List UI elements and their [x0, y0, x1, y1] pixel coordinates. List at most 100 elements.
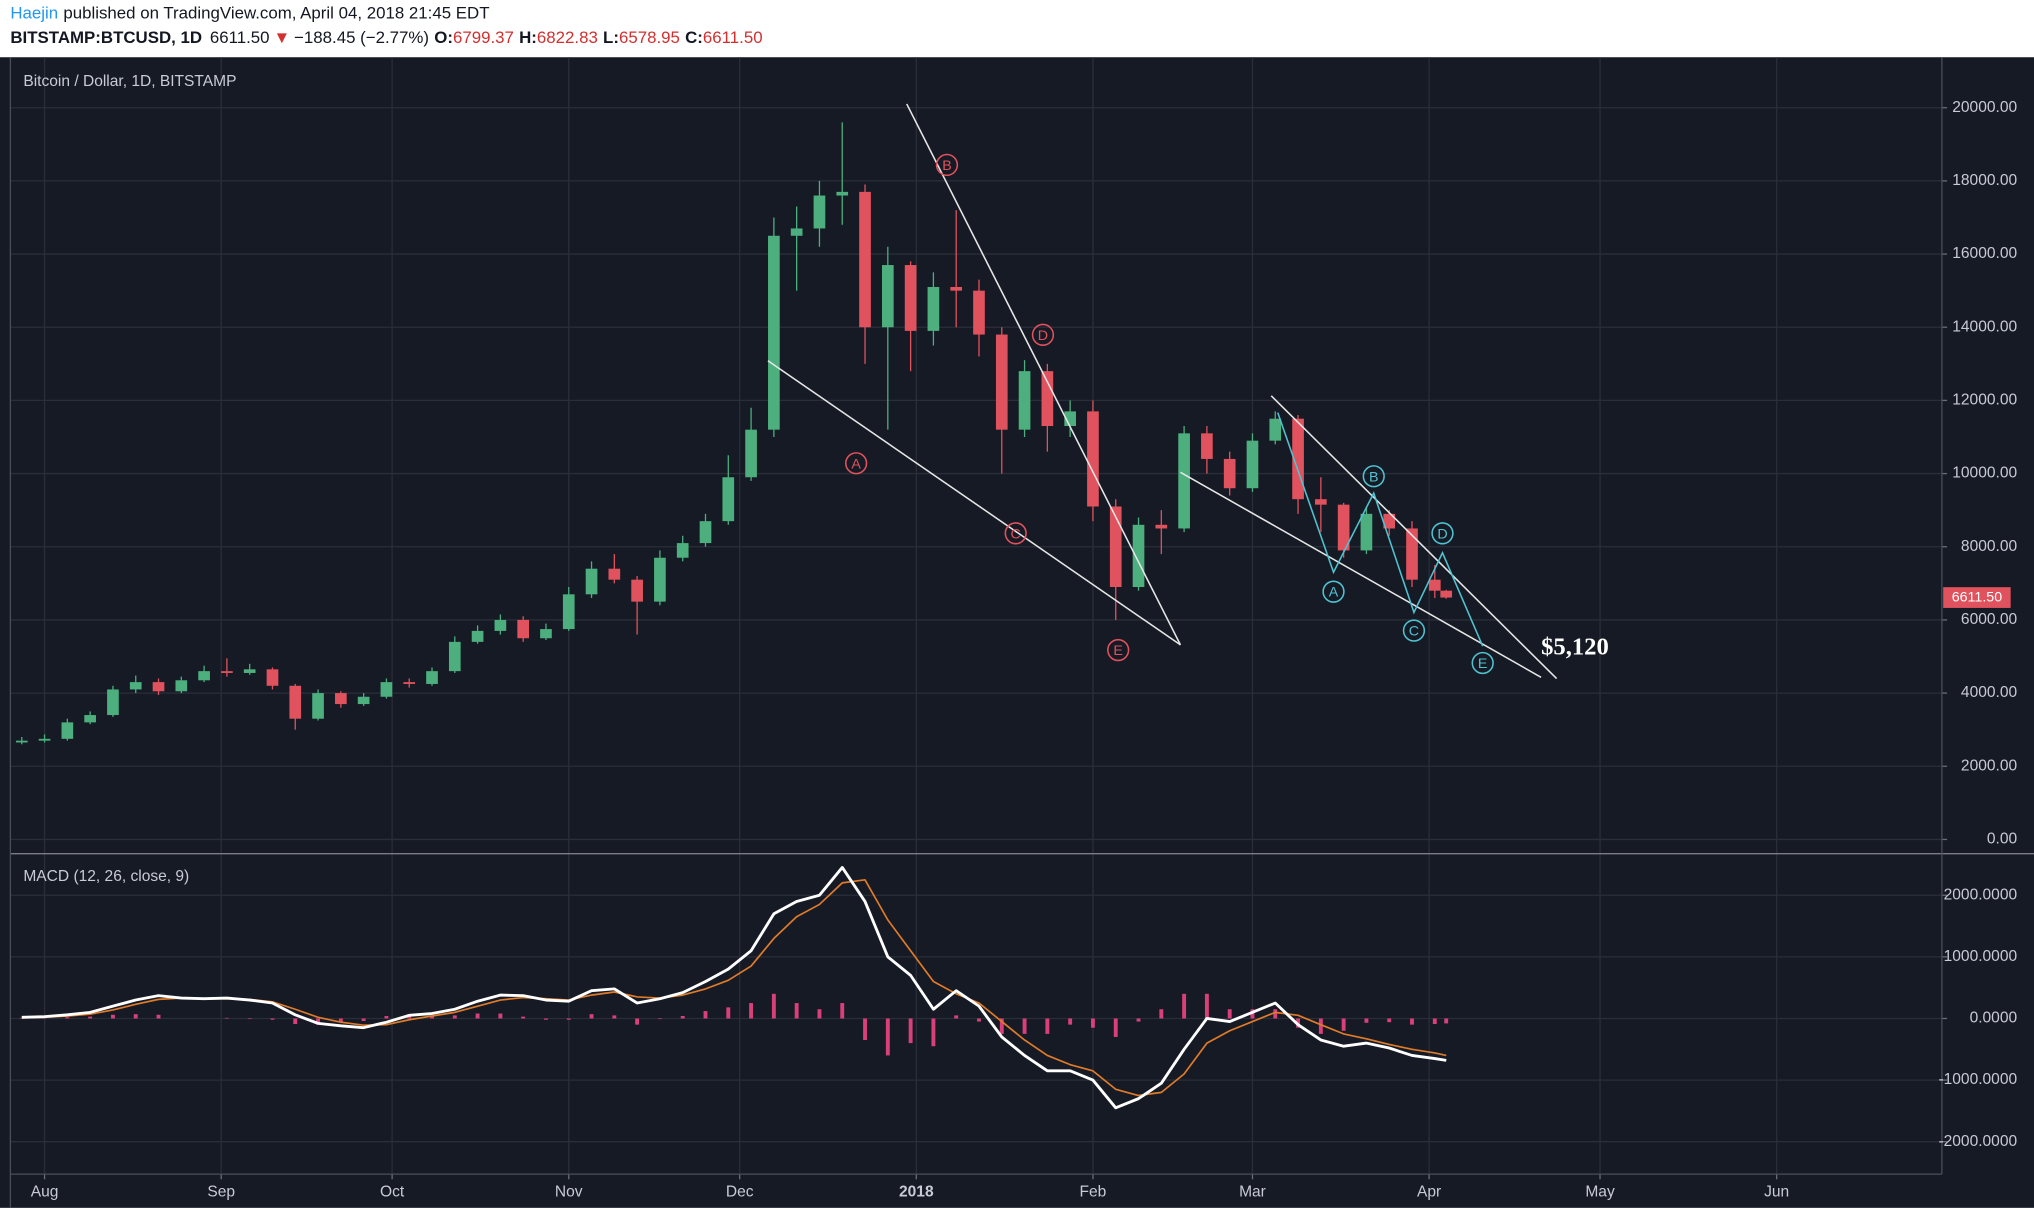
open: 6799.37	[453, 29, 514, 48]
y-tick-label: 18000.00	[1952, 172, 2017, 189]
histogram-bar	[635, 1018, 640, 1025]
histogram-bar	[361, 1018, 366, 1021]
histogram-bar	[430, 1016, 434, 1019]
candle-body	[448, 641, 461, 672]
candle-body	[1041, 371, 1054, 427]
wave-label: D	[1038, 328, 1048, 344]
candle-body	[380, 682, 393, 697]
wave-marker	[1431, 522, 1454, 545]
candle-body	[1087, 411, 1099, 507]
y-tick-label: 2000.00	[1961, 757, 2018, 774]
y-tick-label: 16000.00	[1952, 245, 2017, 262]
direction: ▼	[273, 29, 290, 48]
histogram-bar	[771, 993, 776, 1019]
candle-body	[107, 689, 119, 716]
candle-body	[312, 693, 324, 719]
candle-body	[266, 669, 279, 686]
candle-body	[836, 191, 849, 196]
histogram-bar	[338, 1018, 343, 1023]
histogram-bar	[1045, 1018, 1050, 1034]
candle-body	[950, 286, 963, 291]
marks	[15, 122, 2011, 1110]
wave-marker	[1107, 638, 1130, 662]
candle-body	[198, 671, 210, 681]
candle-body	[426, 671, 438, 684]
histogram-bar	[1159, 1009, 1164, 1019]
open-label: O:	[434, 29, 453, 48]
histogram-bar	[794, 1003, 799, 1019]
histogram-bar	[1113, 1018, 1118, 1037]
histogram-bar	[1227, 1009, 1232, 1019]
candle-body	[243, 669, 256, 673]
histogram-bar	[566, 1018, 571, 1020]
close: 6611.50	[703, 29, 763, 48]
wave-marker	[1402, 619, 1426, 642]
wave-label: E	[1478, 656, 1488, 672]
histogram-bar	[544, 1018, 548, 1020]
histogram-bar	[133, 1014, 138, 1019]
close-label: C:	[685, 29, 703, 48]
candle-body	[1440, 590, 1453, 598]
candle-body	[38, 738, 51, 741]
histogram-bar	[954, 1015, 959, 1019]
trendline	[1270, 395, 1558, 680]
candle-body	[129, 682, 142, 690]
histogram-bar	[908, 1018, 913, 1044]
histogram-bar	[657, 1018, 662, 1020]
chart-bg	[0, 57, 2034, 1208]
histogram-bar	[270, 1018, 275, 1020]
wave-label: E	[1113, 643, 1123, 659]
histogram-bar	[19, 1017, 24, 1019]
wave-label: C	[1409, 624, 1419, 640]
candle-body	[403, 682, 416, 684]
histogram-bar	[703, 1011, 708, 1019]
macd-pane-title: MACD (12, 26, close, 9)	[23, 868, 189, 885]
histogram-bar	[156, 1014, 161, 1019]
histogram-bar	[931, 1018, 936, 1047]
x-tick-label: Aug	[31, 1183, 59, 1200]
candle-body	[768, 235, 780, 430]
candle-body	[1018, 371, 1031, 430]
high: 6822.83	[537, 29, 598, 48]
candle-body	[61, 722, 74, 739]
wave-path	[1277, 412, 1484, 647]
candle-body	[221, 671, 233, 673]
candle-body	[1406, 528, 1418, 580]
histogram-bar	[316, 1018, 320, 1025]
histogram-bar	[1204, 993, 1209, 1019]
histogram-bar	[1432, 1018, 1437, 1025]
y-tick-label: 0.00	[1987, 831, 2018, 848]
candle-body	[1064, 411, 1076, 427]
drawings	[767, 103, 1558, 680]
y-tick-label: 0.0000	[1970, 1010, 2018, 1027]
candle-body	[699, 521, 712, 544]
header-line-1: Haejin published on TradingView.com, Apri…	[10, 4, 489, 23]
candle-body	[289, 685, 302, 719]
histogram-bar	[749, 1003, 754, 1019]
histogram-bar	[88, 1016, 93, 1019]
change: −188.45 (−2.77%)	[294, 29, 429, 48]
x-tick-label: Apr	[1417, 1183, 1441, 1200]
wave-marker	[1004, 522, 1027, 545]
candle-body	[84, 715, 96, 723]
author[interactable]: Haejin	[10, 4, 58, 23]
candle-body	[722, 477, 735, 522]
histogram-bar	[589, 1014, 594, 1019]
candle-body	[335, 693, 347, 705]
trendline	[906, 103, 1182, 646]
histogram-bar	[452, 1015, 457, 1019]
x-tick-label: 2018	[899, 1183, 934, 1200]
wave-marker	[1362, 465, 1385, 488]
histogram-bar	[293, 1018, 298, 1025]
labels: 0.00 2000.00 4000.00 6000.00 8000.00 10000.00…	[31, 99, 2018, 1201]
x-tick-label: Sep	[207, 1183, 235, 1200]
candle-body	[1132, 524, 1145, 587]
candle-body	[1109, 506, 1122, 587]
histogram-bar	[224, 1017, 229, 1019]
histogram-bar	[885, 1018, 890, 1056]
wave-marker	[1322, 580, 1345, 603]
candle-body	[859, 191, 871, 328]
candle-body	[1428, 579, 1441, 591]
y-tick-label: 4000.00	[1961, 684, 2018, 701]
y-tick-label: 6000.00	[1961, 611, 2018, 628]
